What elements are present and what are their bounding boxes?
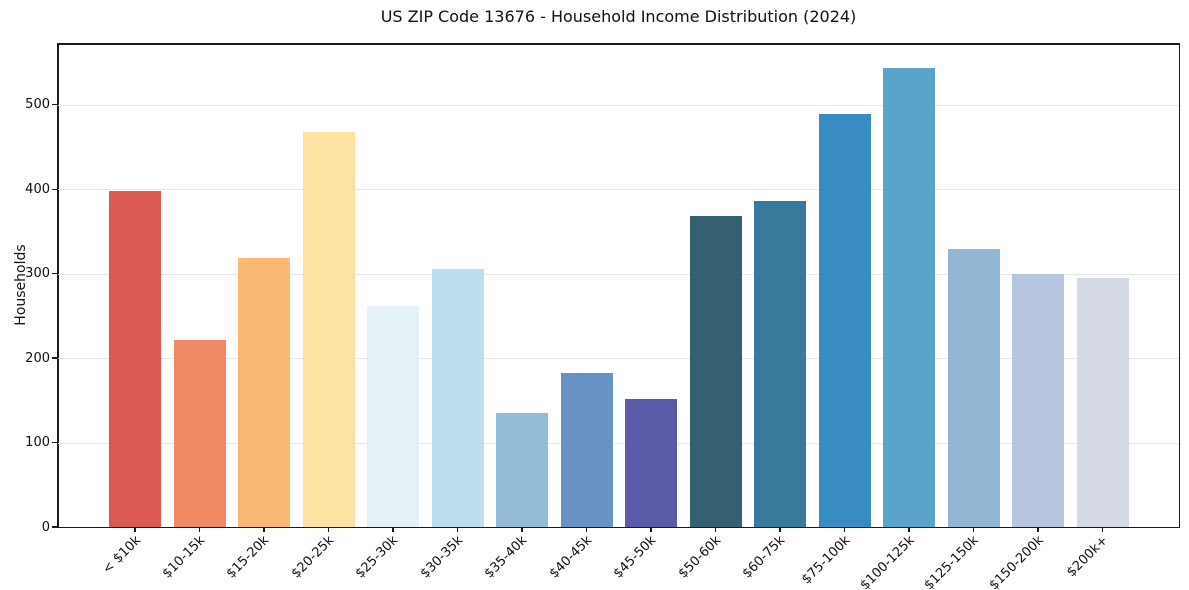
x-tick-mark [972, 527, 975, 532]
bar [754, 201, 806, 527]
x-tick-label: $60-75k [740, 533, 789, 582]
y-tick-label: 0 [41, 519, 50, 535]
x-tick-mark [650, 527, 652, 532]
gridline [58, 189, 1179, 191]
bar [625, 398, 677, 527]
x-tick-label: $40-45k [546, 533, 596, 582]
bar [496, 413, 548, 527]
y-tick-mark [52, 441, 57, 444]
x-tick-label: $35-40k [482, 533, 531, 582]
x-axis-line [57, 526, 1180, 528]
x-tick-mark [585, 527, 588, 532]
x-tick-mark [1037, 527, 1039, 532]
y-tick-mark [52, 104, 57, 106]
x-tick-label: $30-35k [417, 533, 467, 582]
bar [302, 131, 355, 527]
x-tick-label: $150-200k [986, 533, 1047, 590]
x-tick-mark [714, 527, 717, 532]
x-tick-mark [134, 527, 136, 532]
x-tick-mark [456, 527, 459, 532]
x-tick-mark [263, 527, 265, 532]
bar [173, 340, 226, 527]
y-tick-label: 300 [25, 266, 50, 282]
y-tick-mark [52, 188, 57, 190]
x-tick-mark [779, 527, 781, 532]
x-tick-label: $125-150k [921, 533, 983, 590]
gridline [58, 273, 1179, 275]
x-tick-label: $200k+ [1064, 533, 1112, 581]
x-tick-label: $100-125k [857, 533, 918, 590]
chart-title: US ZIP Code 13676 - Household Income Dis… [380, 7, 857, 26]
bar [883, 67, 935, 527]
plot-area [58, 44, 1179, 527]
y-tick-label: 400 [25, 181, 50, 197]
bar [1012, 273, 1064, 527]
gridline [58, 358, 1179, 360]
bar [431, 269, 484, 527]
bar [109, 190, 161, 527]
x-tick-label: $75-100k [798, 533, 854, 588]
x-tick-mark [1101, 527, 1104, 532]
bar [367, 305, 419, 527]
y-axis-line [57, 43, 59, 528]
bar [947, 249, 1000, 527]
plot-top-spine [57, 43, 1180, 45]
gridline [58, 104, 1179, 106]
x-tick-label: $20-25k [288, 533, 338, 582]
y-tick-mark [52, 357, 57, 359]
y-tick-mark [52, 273, 57, 275]
x-tick-mark [392, 527, 394, 532]
plot-right-spine [1178, 43, 1180, 528]
x-tick-mark [908, 527, 910, 532]
x-tick-label: $50-60k [675, 533, 725, 582]
y-axis-label: Households [13, 244, 29, 326]
bar [560, 373, 613, 527]
bar [238, 258, 290, 527]
x-tick-mark [843, 527, 846, 532]
bar [689, 216, 742, 527]
x-tick-mark [521, 527, 523, 532]
gridline [58, 442, 1179, 444]
x-tick-label: $45-50k [611, 533, 660, 582]
bar [818, 114, 871, 527]
x-tick-label: $25-30k [353, 533, 402, 582]
x-tick-mark [327, 527, 330, 532]
x-tick-mark [198, 527, 201, 532]
x-tick-label: $15-20k [224, 533, 273, 582]
y-tick-mark [52, 526, 57, 528]
y-tick-label: 500 [25, 97, 50, 113]
x-tick-label: < $10k [99, 533, 144, 578]
y-tick-label: 100 [25, 435, 50, 451]
y-tick-label: 200 [25, 350, 50, 366]
bar [1076, 277, 1129, 527]
x-tick-label: $10-15k [159, 533, 209, 582]
